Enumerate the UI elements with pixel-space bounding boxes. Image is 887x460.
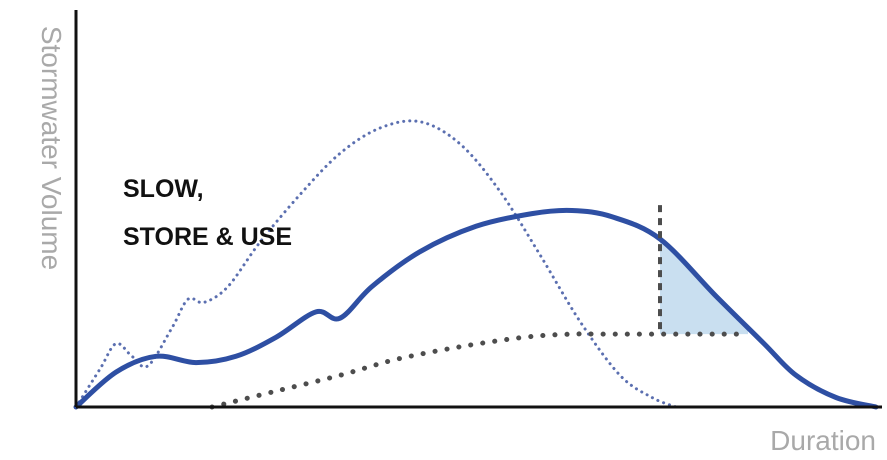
axes — [74, 10, 882, 409]
y-axis-label: Stormwater Volume — [36, 26, 67, 270]
x-axis-label: Duration — [770, 425, 876, 456]
annotation-line-2: STORE & USE — [123, 223, 292, 251]
managed-runoff-line — [73, 207, 879, 410]
baseline-capacity-line — [209, 331, 751, 410]
series-layer — [73, 119, 879, 410]
annotation-line-1: SLOW, — [123, 175, 204, 203]
